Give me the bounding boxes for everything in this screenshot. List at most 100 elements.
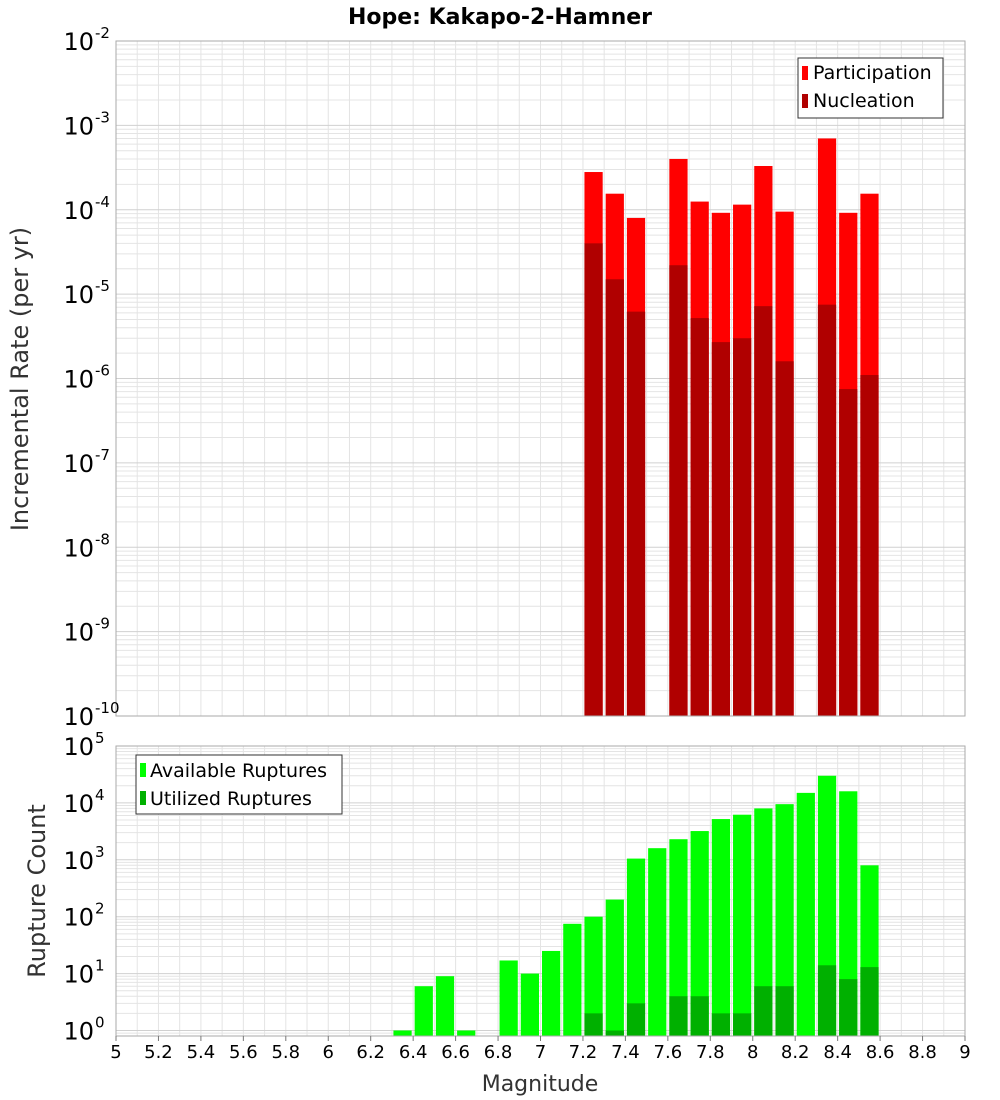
rate-nucleation-bar	[733, 338, 752, 716]
y-tick-base: 10	[63, 112, 94, 140]
legend-participation-label: Participation	[813, 62, 932, 84]
y-tick-base: 10	[63, 790, 94, 818]
y-tick-exponent: -2	[95, 24, 110, 42]
x-tick-label: 7.6	[654, 1042, 683, 1063]
x-tick-label: 8.4	[823, 1042, 852, 1063]
x-tick-label: 6	[323, 1042, 334, 1063]
x-tick-label: 7.2	[569, 1042, 598, 1063]
rate-nucleation-bar	[817, 304, 837, 716]
y-tick-base: 10	[63, 733, 94, 761]
x-tick-label: 7	[535, 1042, 546, 1063]
count-available-ruptures-bar	[648, 848, 667, 1036]
x-tick-label: 8.2	[781, 1042, 810, 1063]
y-tick-base: 10	[63, 534, 94, 562]
count-available-ruptures-bar	[457, 1030, 476, 1036]
bottom-y-axis-label: Rupture Count	[23, 804, 51, 978]
rate-nucleation-bar	[711, 342, 731, 716]
legend-utilized-swatch	[140, 791, 146, 805]
rate-nucleation-bar	[839, 389, 858, 716]
x-tick-label: 5.2	[144, 1042, 173, 1063]
x-tick-label: 8.6	[866, 1042, 895, 1063]
y-tick-base: 10	[63, 281, 94, 309]
y-tick-base: 10	[63, 1017, 94, 1045]
x-tick-label: 9	[959, 1042, 970, 1063]
count-available-ruptures-bar	[839, 791, 858, 1036]
y-tick-exponent: 0	[95, 1013, 105, 1031]
y-tick-base: 10	[63, 450, 94, 478]
top-y-axis-label: Incremental Rate (per yr)	[6, 227, 34, 531]
rate-nucleation-bar	[775, 361, 794, 716]
rate-nucleation-bar	[584, 243, 603, 717]
x-tick-label: 8	[747, 1042, 758, 1063]
y-tick-exponent: -10	[95, 699, 120, 717]
y-tick-exponent: -3	[95, 108, 110, 126]
legend-participation-swatch	[802, 66, 808, 80]
y-tick-exponent: -5	[95, 277, 110, 295]
top-legend-box	[797, 57, 944, 119]
legend-nucleation-label: Nucleation	[813, 90, 915, 112]
top-legend: Participation Nucleation	[797, 57, 944, 119]
y-tick-exponent: 5	[95, 729, 105, 747]
count-utilized-ruptures-bar	[669, 996, 688, 1036]
count-available-ruptures-bar	[605, 899, 624, 1036]
count-available-ruptures-bar	[711, 819, 731, 1036]
x-ticks: 5 5.2 5.4 5.6 5.8 6 6.2 6.4 6.6 6.8 7 7.2 7.4 7.6 7.8 8…	[110, 1036, 971, 1063]
y-tick-exponent: 1	[95, 957, 105, 975]
count-available-ruptures-bar	[775, 804, 794, 1036]
x-tick-label: 5.4	[187, 1042, 216, 1063]
count-available-ruptures-bar	[414, 986, 433, 1036]
x-tick-label: 5	[110, 1042, 121, 1063]
y-tick-base: 10	[63, 904, 94, 932]
y-tick-exponent: 3	[95, 843, 105, 861]
count-utilized-ruptures-bar	[584, 1013, 603, 1036]
x-tick-label: 8.8	[908, 1042, 937, 1063]
legend-available-label: Available Ruptures	[150, 760, 327, 782]
count-available-ruptures-bar	[690, 831, 709, 1036]
legend-nucleation-swatch	[802, 94, 808, 108]
y-tick-exponent: -8	[95, 530, 110, 548]
y-tick-base: 10	[63, 28, 94, 56]
x-axis-label: Magnitude	[482, 1072, 599, 1097]
top-grid	[115, 41, 966, 717]
rate-nucleation-bar	[669, 265, 688, 716]
legend-available-swatch	[140, 763, 146, 777]
legend-utilized-label: Utilized Ruptures	[150, 788, 312, 810]
count-available-ruptures-bar	[796, 792, 815, 1036]
x-tick-label: 6.6	[441, 1042, 470, 1063]
count-available-ruptures-bar	[669, 839, 688, 1036]
top-plot-frame	[115, 40, 966, 717]
x-tick-label: 7.8	[696, 1042, 725, 1063]
bottom-legend: Available Ruptures Utilized Ruptures	[135, 754, 343, 815]
count-utilized-ruptures-bar	[839, 979, 858, 1036]
y-tick-exponent: -4	[95, 193, 110, 211]
count-available-ruptures-bar	[754, 808, 773, 1036]
bottom-legend-box	[135, 754, 343, 815]
y-tick-exponent: -9	[95, 615, 110, 633]
x-tick-label: 7.4	[611, 1042, 640, 1063]
count-available-ruptures-bar	[435, 976, 455, 1036]
x-tick-label: 6.2	[356, 1042, 385, 1063]
y-tick-exponent: 4	[95, 786, 105, 804]
y-tick-base: 10	[63, 366, 94, 394]
rate-nucleation-bar	[860, 375, 879, 716]
count-utilized-ruptures-bar	[733, 1013, 752, 1036]
bottom-bars	[393, 775, 879, 1036]
top-bars	[584, 138, 879, 717]
x-tick-label: 5.6	[229, 1042, 258, 1063]
count-utilized-ruptures-bar	[626, 1003, 646, 1036]
y-tick-exponent: -7	[95, 446, 110, 464]
count-available-ruptures-bar	[733, 814, 752, 1036]
count-available-ruptures-bar	[393, 1030, 412, 1036]
x-tick-label: 5.8	[271, 1042, 300, 1063]
count-utilized-ruptures-bar	[860, 967, 879, 1036]
count-available-ruptures-bar	[542, 950, 561, 1036]
count-utilized-ruptures-bar	[711, 1013, 731, 1036]
chart-title: Hope: Kakapo-2-Hamner	[348, 5, 652, 30]
top-panel: 10-210-310-410-510-610-710-810-910-10 In…	[6, 24, 966, 731]
top-y-ticks: 10-210-310-410-510-610-710-810-910-10	[63, 24, 119, 731]
count-available-ruptures-bar	[626, 858, 646, 1036]
count-available-ruptures-bar	[520, 973, 539, 1036]
